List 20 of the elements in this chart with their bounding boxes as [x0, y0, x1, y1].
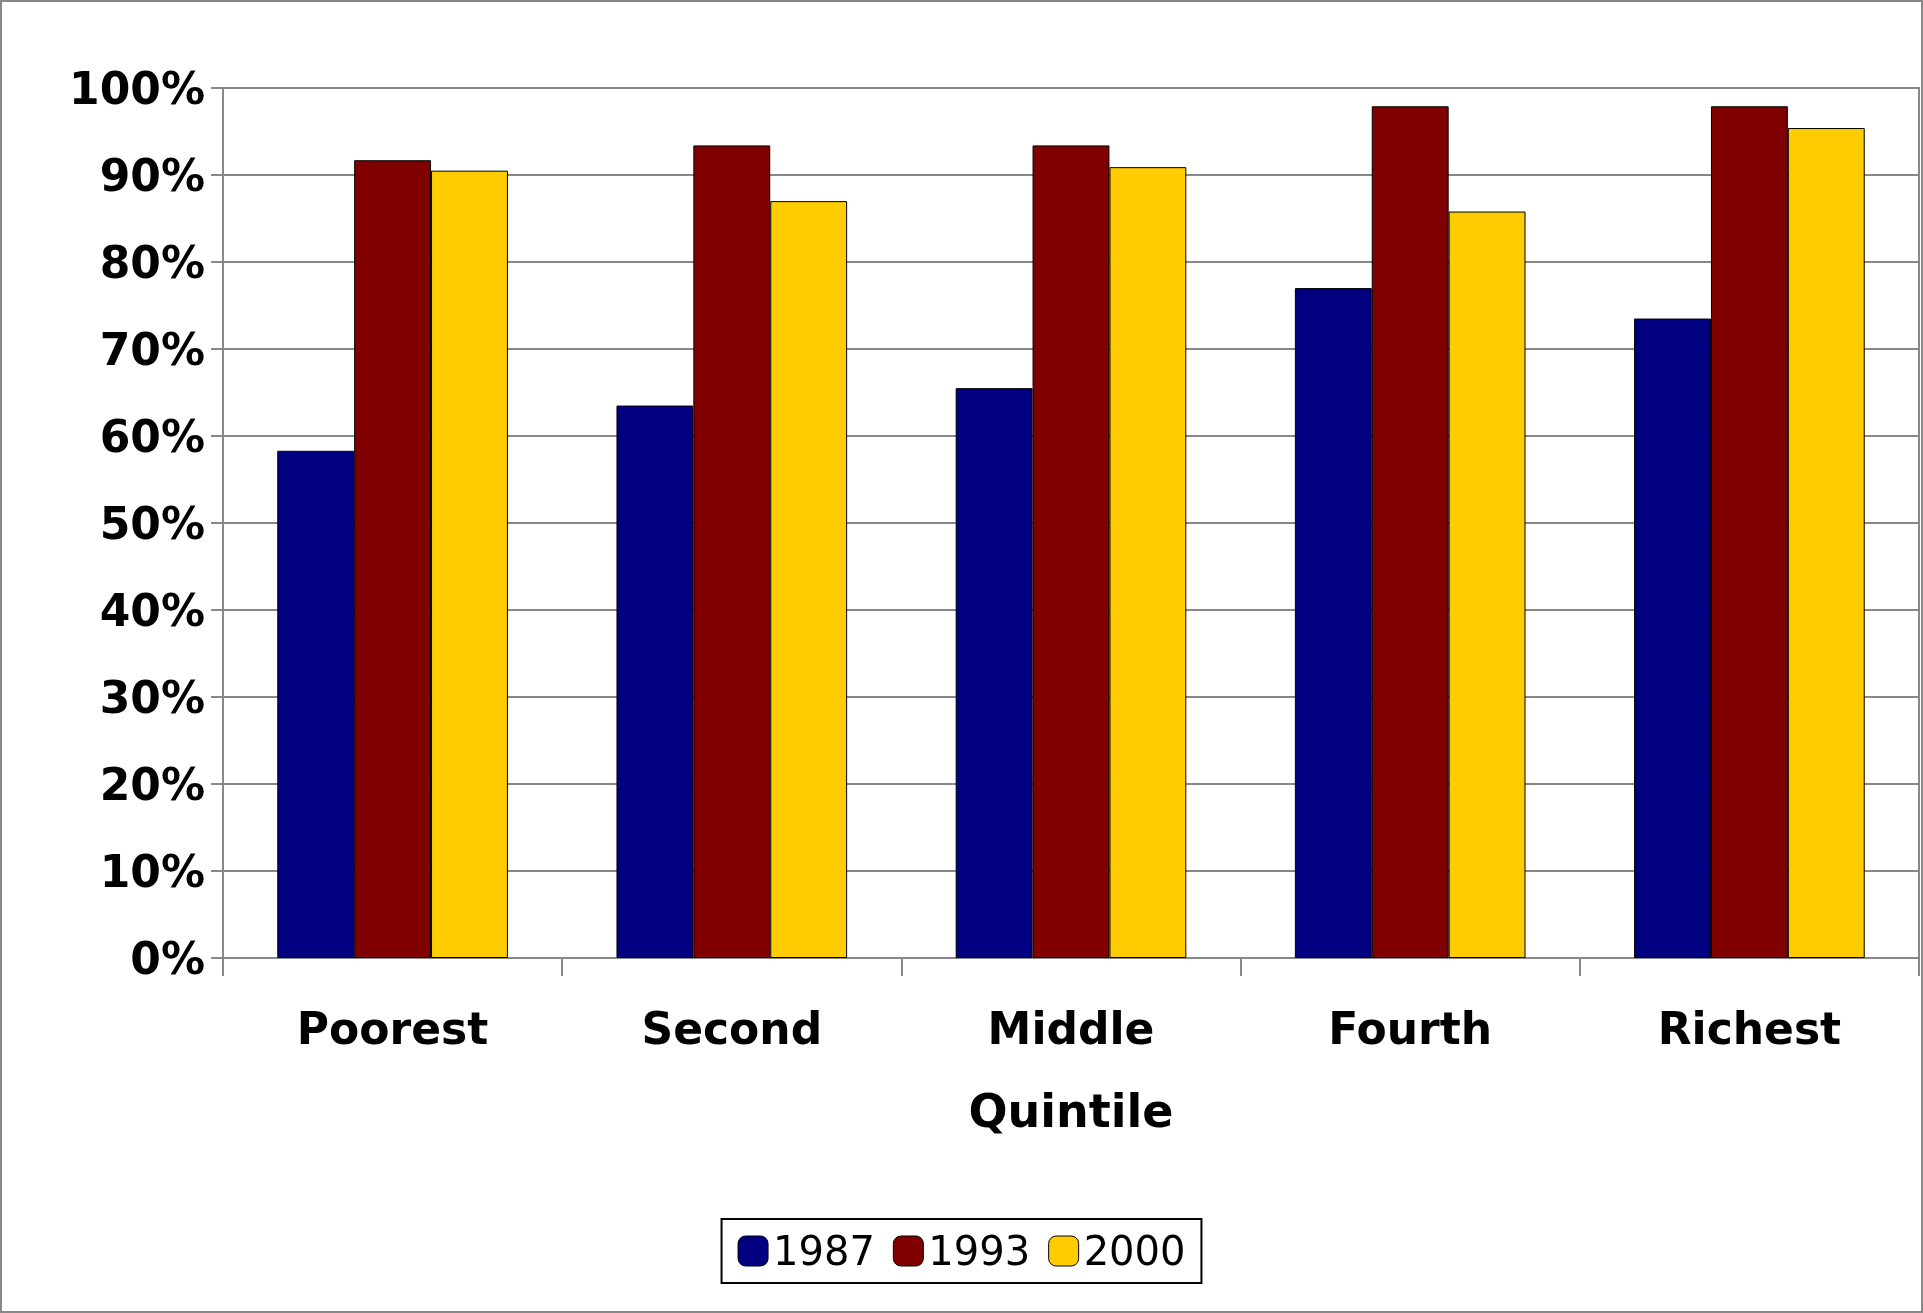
y-tick-label: 80%: [99, 236, 205, 288]
x-tick-label: Second: [641, 1002, 823, 1054]
y-tick-label: 0%: [130, 932, 205, 984]
y-tick-label: 60%: [99, 410, 205, 462]
legend-label: 2000: [1083, 1228, 1186, 1274]
x-tick-label: Poorest: [296, 1002, 489, 1054]
y-tick-label: 90%: [99, 149, 205, 201]
y-tick-label: 70%: [99, 323, 205, 375]
y-tick-label: 100%: [69, 62, 205, 114]
x-tick-label: Richest: [1657, 1002, 1842, 1054]
x-axis-title: Quintile: [968, 1084, 1174, 1138]
legend-label: 1993: [928, 1228, 1031, 1274]
legend-label: 1987: [773, 1228, 875, 1274]
y-tick-label: 50%: [99, 497, 205, 549]
y-tick-label: 20%: [99, 758, 205, 810]
y-tick-label: 10%: [99, 845, 205, 897]
x-tick-label: Fourth: [1328, 1002, 1493, 1054]
y-tick-label: 30%: [99, 671, 205, 723]
x-tick-label: Middle: [987, 1002, 1155, 1054]
y-tick-label: 40%: [99, 584, 205, 636]
